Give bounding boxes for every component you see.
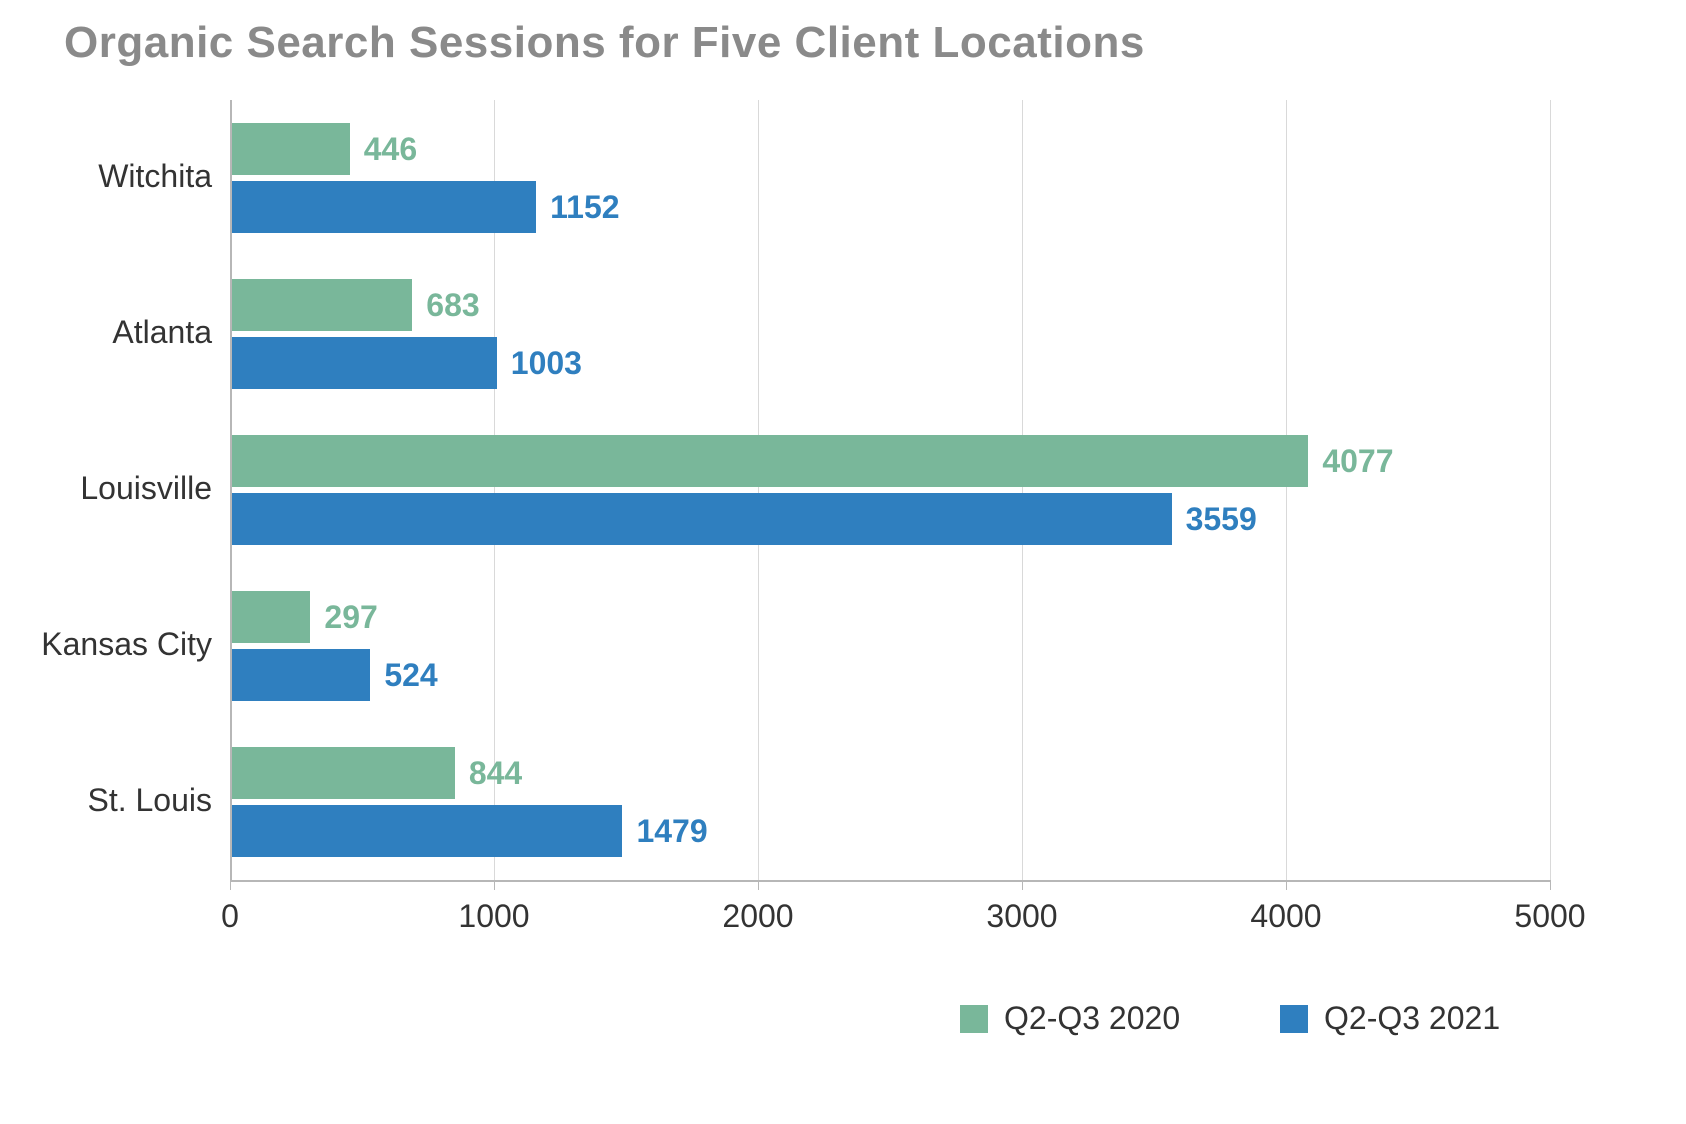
chart-container: Organic Search Sessions for Five Client … [0, 0, 1686, 1124]
bar-value-label: 683 [426, 287, 479, 324]
y-category-label: St. Louis [0, 782, 212, 819]
legend-item: Q2-Q3 2021 [1280, 1000, 1500, 1037]
y-category-label: Kansas City [0, 626, 212, 663]
bar-value-label: 844 [469, 755, 522, 792]
bar-value-label: 524 [384, 657, 437, 694]
bar [232, 435, 1308, 487]
x-tick [1286, 880, 1287, 890]
bar-value-label: 297 [324, 599, 377, 636]
bar-value-label: 446 [364, 131, 417, 168]
gridline [1550, 100, 1551, 880]
bar [232, 805, 622, 857]
legend-label: Q2-Q3 2021 [1324, 1000, 1500, 1037]
bar-value-label: 1003 [511, 345, 582, 382]
y-category-label: Witchita [0, 158, 212, 195]
gridline [1022, 100, 1023, 880]
bar-value-label: 1479 [636, 813, 707, 850]
x-tick-label: 4000 [1226, 898, 1346, 935]
x-tick-label: 1000 [434, 898, 554, 935]
gridline [1286, 100, 1287, 880]
y-category-label: Atlanta [0, 314, 212, 351]
gridline [758, 100, 759, 880]
legend-swatch [960, 1005, 988, 1033]
bar [232, 591, 310, 643]
x-tick-label: 5000 [1490, 898, 1610, 935]
bar [232, 747, 455, 799]
bar [232, 649, 370, 701]
y-category-label: Louisville [0, 470, 212, 507]
legend-label: Q2-Q3 2020 [1004, 1000, 1180, 1037]
x-tick [494, 880, 495, 890]
bar [232, 337, 497, 389]
legend-swatch [1280, 1005, 1308, 1033]
chart-title: Organic Search Sessions for Five Client … [64, 18, 1145, 68]
x-tick [1022, 880, 1023, 890]
x-tick-label: 3000 [962, 898, 1082, 935]
bar [232, 279, 412, 331]
bar-value-label: 3559 [1186, 501, 1257, 538]
x-tick [1550, 880, 1551, 890]
x-tick-label: 0 [170, 898, 290, 935]
bar [232, 493, 1172, 545]
x-axis-line [230, 880, 1550, 882]
x-tick-label: 2000 [698, 898, 818, 935]
x-tick [758, 880, 759, 890]
x-tick [230, 880, 231, 890]
bar [232, 123, 350, 175]
bar-value-label: 1152 [550, 189, 619, 226]
legend-item: Q2-Q3 2020 [960, 1000, 1180, 1037]
bar-value-label: 4077 [1322, 443, 1393, 480]
bar [232, 181, 536, 233]
